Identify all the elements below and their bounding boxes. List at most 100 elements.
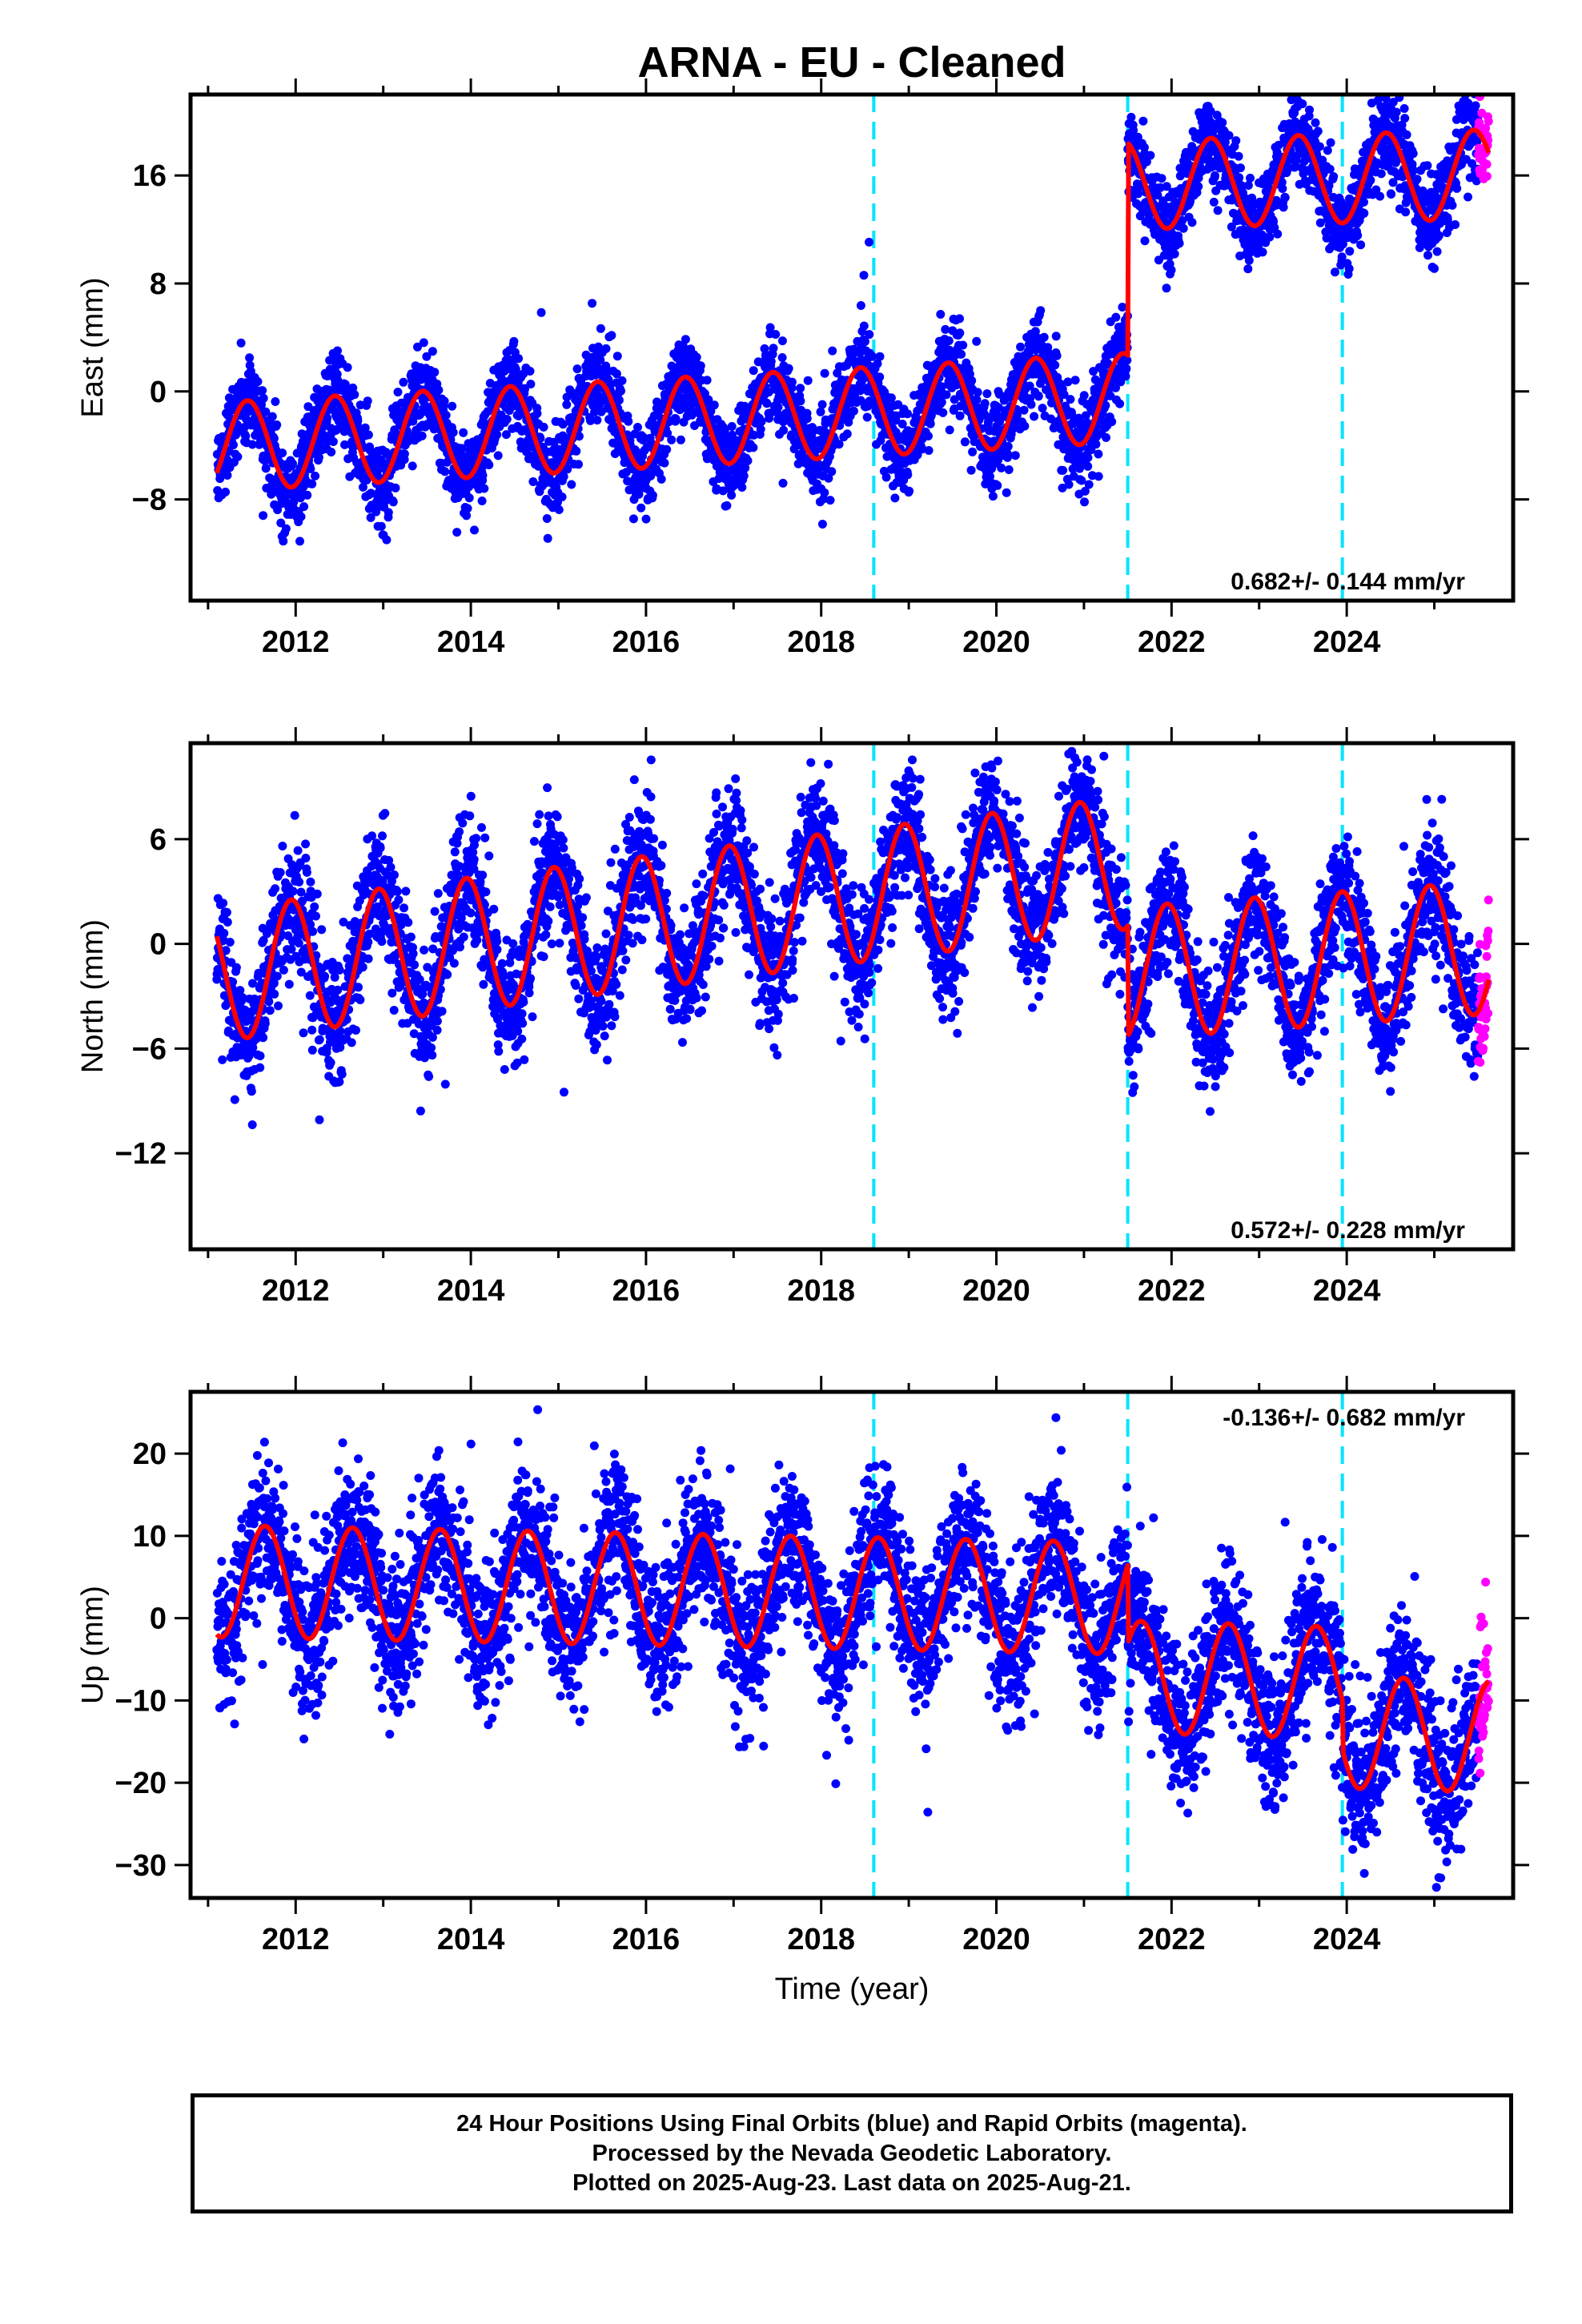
final-orbit-point [268,412,277,421]
final-orbit-point [973,396,982,404]
final-orbit-point [470,525,479,534]
final-orbit-point [890,493,899,502]
final-orbit-point [1210,198,1219,207]
final-orbit-point [1246,174,1255,183]
final-orbit-point [662,445,671,454]
final-orbit-point [1194,182,1203,191]
final-orbit-point [972,337,981,346]
final-orbit-point [1400,104,1409,113]
final-orbit-point [559,420,568,428]
final-orbit-point [788,378,797,387]
final-orbit-point [648,491,657,500]
final-orbit-point [818,520,827,529]
final-orbit-point [1231,136,1240,145]
final-orbit-point [1071,376,1080,384]
final-orbit-point [1315,143,1324,151]
final-orbit-point [677,436,685,444]
final-orbit-point [271,397,279,406]
final-orbit-point [785,364,793,373]
final-orbit-point [667,436,676,444]
final-orbit-point [1034,392,1043,400]
final-orbit-point [420,338,428,347]
final-orbit-point [1279,203,1288,211]
final-orbit-point [1175,239,1184,247]
y-axis-label: East (mm) [76,277,110,417]
east-panel: 2012201420162018202020222024−80816East (… [76,78,1529,659]
final-orbit-point [1366,176,1375,185]
north-panel: 2012201420162018202020222024−12−606North… [76,720,1529,1308]
final-orbit-point [843,429,852,438]
final-orbit-point [740,472,749,480]
final-orbit-point [946,425,954,434]
final-orbit-point [633,423,642,432]
final-orbit-point [1134,189,1142,198]
final-orbit-point [757,425,765,434]
final-orbit-point [1430,264,1439,273]
final-orbit-point [363,396,372,405]
x-tick-label: 2022 [1138,625,1206,659]
final-orbit-point [778,353,787,362]
final-orbit-point [514,354,523,363]
final-orbit-point [1273,230,1282,239]
final-orbit-point [774,403,783,412]
final-orbit-point [226,938,235,947]
final-orbit-point [865,238,873,247]
chart-title: ARNA - EU - Cleaned [637,38,1066,86]
final-orbit-point [629,514,638,523]
final-orbit-point [245,353,254,362]
final-orbit-point [1063,377,1072,386]
final-orbit-point [274,1002,283,1011]
final-orbit-point [1225,131,1234,140]
final-orbit-point [1259,247,1267,256]
final-orbit-point [1345,247,1354,255]
final-orbit-point [237,339,246,348]
final-orbit-point [588,299,596,308]
final-orbit-point [1327,139,1335,147]
final-orbit-point [526,380,535,388]
final-orbit-point [391,484,400,493]
final-orbit-point [1162,283,1171,292]
final-orbit-point [248,1120,257,1129]
final-orbit-point [613,352,622,360]
final-orbit-point [1314,127,1323,135]
final-orbit-point [1126,113,1135,122]
final-orbit-point [1167,266,1176,275]
final-orbit-point [1281,193,1290,202]
final-orbit-point [1214,206,1223,215]
final-orbit-point [875,372,884,381]
final-orbit-point [828,347,837,356]
final-orbit-point [1311,119,1320,127]
final-orbit-point [769,344,778,352]
final-orbit-point [259,1033,267,1042]
final-orbit-point [779,479,788,488]
final-orbit-point [958,341,967,350]
final-orbit-point [1036,306,1045,315]
final-orbit-point [1305,106,1314,115]
final-orbit-point [540,423,548,432]
final-orbit-point [537,308,546,317]
final-orbit-point [329,437,338,446]
final-orbit-point [247,1087,256,1096]
x-tick-label: 2016 [612,625,681,659]
final-orbit-point [1375,192,1384,201]
final-orbit-point [624,417,632,426]
final-orbit-point [938,408,947,417]
final-orbit-point [1027,400,1036,409]
final-orbit-point [1084,453,1093,462]
final-orbit-point [350,390,359,399]
final-orbit-point [974,388,982,396]
final-orbit-point [697,361,705,370]
final-orbit-point [820,489,829,497]
final-orbit-point [1158,174,1166,183]
final-orbit-point [384,508,393,517]
final-orbit-point [278,448,287,457]
final-orbit-point [936,310,945,319]
final-orbit-point [440,396,449,405]
final-orbit-point [221,488,230,497]
final-orbit-point [1278,184,1287,193]
final-orbit-point [254,377,263,386]
final-orbit-point [282,525,291,533]
final-orbit-point [1331,267,1339,276]
final-orbit-point [1141,236,1150,245]
final-orbit-point [1118,303,1126,312]
